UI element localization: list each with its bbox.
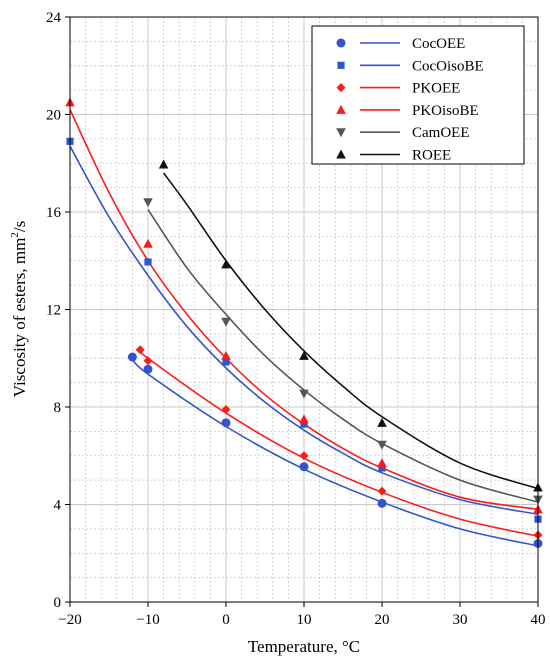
data-point-cocoee xyxy=(299,462,309,472)
x-axis-title: Temperature, °C xyxy=(248,637,360,656)
data-point-cocoee xyxy=(221,418,231,428)
x-tick-labels: −20 −10 0 10 20 30 40 xyxy=(58,612,545,628)
legend-label-pkoisobe: PKOisoBE xyxy=(412,103,479,119)
data-point-pkoee xyxy=(143,356,153,366)
x-tick-label: −20 xyxy=(58,612,81,628)
data-point-roee xyxy=(377,417,387,427)
y-tick-label: 20 xyxy=(46,108,61,124)
data-point-cocoee xyxy=(127,352,137,362)
legend-marker-cocoee xyxy=(336,38,346,48)
x-tick-label: 0 xyxy=(222,612,230,628)
data-point-cocoisobe xyxy=(222,358,230,366)
y-axis-title: Viscosity of esters, mm2/s xyxy=(9,221,29,397)
legend-marker-roee xyxy=(336,149,346,159)
data-point-pkoee xyxy=(221,404,231,414)
data-point-camoee xyxy=(143,198,153,208)
data-point-cocoisobe xyxy=(378,464,386,472)
data-point-pkoisobe xyxy=(143,238,153,248)
legend-label-cocoee: CocOEE xyxy=(412,36,465,52)
y-tick-label: 24 xyxy=(46,10,62,26)
legend-label-camoee: CamOEE xyxy=(412,125,470,141)
data-point-cocoisobe xyxy=(300,420,308,428)
y-tick-label: 0 xyxy=(54,595,62,611)
y-tick-labels: 0 4 8 12 16 20 24 xyxy=(46,10,62,611)
data-point-pkoee xyxy=(377,486,387,496)
y-tick-label: 4 xyxy=(54,498,62,514)
legend-marker-cocoisobe xyxy=(337,61,345,69)
legend: CocOEE CocOisoBE PKOEE PKOisoBE CamOEE ROEE xyxy=(311,25,525,165)
data-point-pkoee xyxy=(135,345,145,355)
x-tick-label: 40 xyxy=(531,612,546,628)
fit-curve-cocoisobe xyxy=(69,145,539,516)
legend-label-roee: ROEE xyxy=(412,148,451,164)
y-axis-title-superscript: 2 xyxy=(9,232,21,238)
x-tick-label: 30 xyxy=(453,612,468,628)
fit-curve-roee xyxy=(162,172,539,490)
axis-ticks xyxy=(65,16,539,607)
legend-marker-pkoee xyxy=(336,83,346,93)
data-point-pkoisobe xyxy=(299,414,309,424)
data-point-roee xyxy=(158,159,169,169)
data-point-cocoisobe xyxy=(144,258,152,266)
legend-label-cocoisobe: CocOisoBE xyxy=(412,58,484,74)
data-point-camoee xyxy=(377,440,387,450)
data-point-pkoisobe xyxy=(221,350,231,360)
y-tick-label: 16 xyxy=(46,205,62,221)
x-tick-label: 20 xyxy=(375,612,390,628)
y-tick-label: 12 xyxy=(46,303,61,319)
legend-box xyxy=(311,25,525,165)
data-point-roee xyxy=(299,350,309,360)
data-point-camoee xyxy=(299,389,309,399)
y-tick-label: 8 xyxy=(54,400,62,416)
fit-curve-pkoisobe xyxy=(69,109,539,511)
data-point-cocoee xyxy=(143,364,153,374)
legend-marker-camoee xyxy=(336,128,346,138)
data-point-pkoisobe xyxy=(377,458,387,468)
legend-marker-pkoisobe xyxy=(336,104,346,114)
y-axis-title-tail: /s xyxy=(10,221,29,232)
x-tick-label: −10 xyxy=(136,612,159,628)
data-point-pkoee xyxy=(299,451,309,461)
y-axis-title-main: Viscosity of esters, mm xyxy=(10,238,29,398)
data-point-roee xyxy=(221,259,231,269)
data-point-camoee xyxy=(221,317,231,327)
x-tick-label: 10 xyxy=(297,612,312,628)
data-point-cocoee xyxy=(377,498,387,508)
legend-label-pkoee: PKOEE xyxy=(412,81,460,97)
